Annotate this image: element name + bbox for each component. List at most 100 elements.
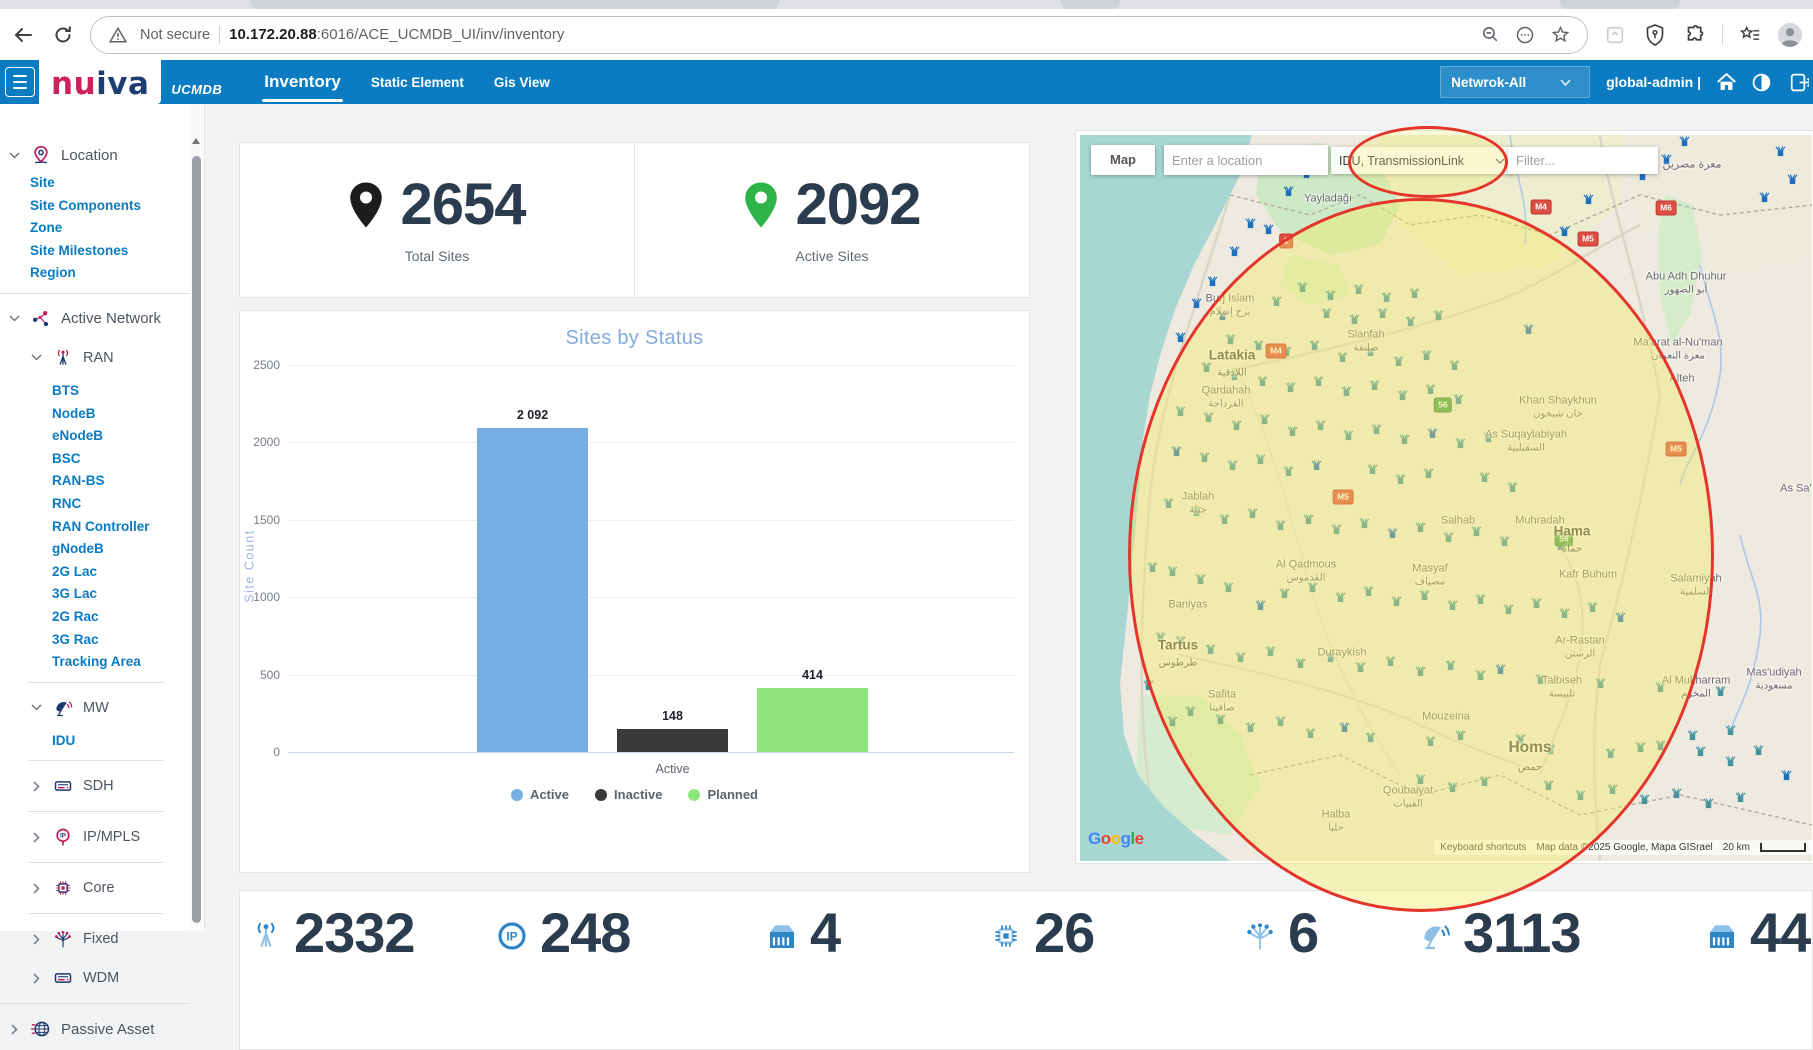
site-marker-icon[interactable] xyxy=(1175,636,1186,647)
sidebar-group-active-network[interactable]: Active Network xyxy=(0,302,204,336)
sidebar-item-enodeb[interactable]: eNodeB xyxy=(52,428,104,444)
sidebar-group-wdm[interactable]: WDM xyxy=(0,961,204,995)
sidebar-item-bsc[interactable]: BSC xyxy=(52,450,81,466)
site-marker-icon[interactable] xyxy=(1219,514,1230,525)
warning-triangle-icon[interactable] xyxy=(105,22,131,48)
site-marker-icon[interactable] xyxy=(1587,602,1598,613)
sidebar-scrollbar[interactable] xyxy=(190,104,203,931)
site-marker-icon[interactable] xyxy=(1443,532,1454,543)
site-marker-icon[interactable] xyxy=(1271,296,1282,307)
browser-tab[interactable] xyxy=(1060,0,1120,9)
site-marker-icon[interactable] xyxy=(1399,434,1410,445)
sidebar-item-gnodeb[interactable]: gNodeB xyxy=(52,541,104,557)
zoom-out-icon[interactable] xyxy=(1477,22,1503,48)
site-marker-icon[interactable] xyxy=(1447,600,1458,611)
site-marker-icon[interactable] xyxy=(1455,438,1466,449)
site-marker-icon[interactable] xyxy=(1583,194,1594,205)
sidebar-item-2g-lac[interactable]: 2G Lac xyxy=(52,563,98,579)
hamburger-menu-icon[interactable] xyxy=(5,67,35,97)
site-marker-icon[interactable] xyxy=(1483,432,1494,443)
site-marker-icon[interactable] xyxy=(1523,324,1534,335)
sidebar-item-rnc[interactable]: RNC xyxy=(52,495,82,511)
site-marker-icon[interactable] xyxy=(1275,520,1286,531)
site-marker-icon[interactable] xyxy=(1255,454,1266,465)
chevron-down-icon[interactable] xyxy=(30,701,43,714)
chevron-right-icon[interactable] xyxy=(30,933,43,946)
site-marker-icon[interactable] xyxy=(1263,224,1274,235)
site-marker-icon[interactable] xyxy=(1475,594,1486,605)
site-marker-icon[interactable] xyxy=(1143,680,1154,691)
site-marker-icon[interactable] xyxy=(1395,474,1406,485)
site-marker-icon[interactable] xyxy=(1167,716,1178,727)
site-marker-icon[interactable] xyxy=(1195,574,1206,585)
site-marker-icon[interactable] xyxy=(1207,276,1218,287)
sidebar-group-sdh[interactable]: SDH xyxy=(0,769,204,803)
sidebar-item-region[interactable]: Region xyxy=(30,265,76,281)
scroll-up-icon[interactable] xyxy=(192,138,200,144)
site-marker-icon[interactable] xyxy=(1353,284,1364,295)
site-marker-icon[interactable] xyxy=(1433,310,1444,321)
site-marker-icon[interactable] xyxy=(1171,446,1182,457)
site-marker-icon[interactable] xyxy=(1635,742,1646,753)
site-marker-icon[interactable] xyxy=(1391,596,1402,607)
bar-inactive[interactable] xyxy=(617,729,728,752)
site-marker-icon[interactable] xyxy=(1409,288,1420,299)
site-marker-icon[interactable] xyxy=(1275,716,1286,727)
site-marker-icon[interactable] xyxy=(1201,362,1212,373)
tab-inventory[interactable]: Inventory xyxy=(262,68,343,102)
chevron-down-icon[interactable] xyxy=(8,149,21,162)
site-marker-icon[interactable] xyxy=(1255,600,1266,611)
chevron-right-icon[interactable] xyxy=(30,780,43,793)
site-marker-icon[interactable] xyxy=(1279,588,1290,599)
site-marker-icon[interactable] xyxy=(1285,382,1296,393)
sidebar-item-site-milestones[interactable]: Site Milestones xyxy=(30,242,129,258)
chevron-down-icon[interactable] xyxy=(8,312,21,325)
map-layer-dropdown[interactable]: IDU, TransmissionLink xyxy=(1331,147,1513,174)
extensions-puzzle-icon[interactable] xyxy=(1682,22,1708,48)
sidebar-group-ip-mpls[interactable]: IP IP/MPLS xyxy=(0,820,204,854)
sidebar-item-bts[interactable]: BTS xyxy=(52,382,79,398)
site-marker-icon[interactable] xyxy=(1229,246,1240,257)
site-marker-icon[interactable] xyxy=(1405,316,1416,327)
password-shield-icon[interactable] xyxy=(1642,22,1668,48)
chevron-right-icon[interactable] xyxy=(30,831,43,844)
site-marker-icon[interactable] xyxy=(1199,452,1210,463)
back-icon[interactable] xyxy=(10,22,36,48)
site-marker-icon[interactable] xyxy=(1607,784,1618,795)
site-marker-icon[interactable] xyxy=(1415,666,1426,677)
site-marker-icon[interactable] xyxy=(1205,644,1216,655)
site-marker-icon[interactable] xyxy=(1283,186,1294,197)
site-marker-icon[interactable] xyxy=(1311,460,1322,471)
site-marker-icon[interactable] xyxy=(1535,674,1546,685)
sidebar-item-3g-rac[interactable]: 3G Rac xyxy=(52,631,99,647)
site-marker-icon[interactable] xyxy=(1229,370,1240,381)
site-marker-icon[interactable] xyxy=(1365,732,1376,743)
site-marker-icon[interactable] xyxy=(1679,136,1690,147)
site-marker-icon[interactable] xyxy=(1479,776,1490,787)
site-marker-icon[interactable] xyxy=(1307,582,1318,593)
map-filter-input[interactable] xyxy=(1508,147,1658,174)
bar-planned[interactable] xyxy=(757,687,868,752)
site-marker-icon[interactable] xyxy=(1283,466,1294,477)
sidebar-item-2g-rac[interactable]: 2G Rac xyxy=(52,608,99,624)
keyboard-shortcuts-link[interactable]: Keyboard shortcuts xyxy=(1440,842,1527,853)
site-marker-icon[interactable] xyxy=(1725,725,1736,736)
network-select-dropdown[interactable]: Netwrok-All xyxy=(1440,66,1591,98)
sidebar-item-ran-controller[interactable]: RAN Controller xyxy=(52,518,150,534)
tab-static-element[interactable]: Static Element xyxy=(370,74,464,90)
site-marker-icon[interactable] xyxy=(1227,460,1238,471)
site-marker-icon[interactable] xyxy=(1245,722,1256,733)
site-marker-icon[interactable] xyxy=(1655,682,1666,693)
site-marker-icon[interactable] xyxy=(1415,522,1426,533)
scrollbar-thumb[interactable] xyxy=(192,156,201,923)
site-marker-icon[interactable] xyxy=(1415,774,1426,785)
profile-avatar-icon[interactable] xyxy=(1777,22,1803,48)
sidebar-item-ran-bs[interactable]: RAN-BS xyxy=(52,473,105,489)
site-marker-icon[interactable] xyxy=(1369,380,1380,391)
site-marker-icon[interactable] xyxy=(1499,536,1510,547)
site-marker-icon[interactable] xyxy=(1321,308,1332,319)
site-marker-icon[interactable] xyxy=(1167,566,1178,577)
site-marker-icon[interactable] xyxy=(1421,350,1432,361)
more-options-icon[interactable] xyxy=(1512,22,1538,48)
site-marker-icon[interactable] xyxy=(1215,714,1226,725)
